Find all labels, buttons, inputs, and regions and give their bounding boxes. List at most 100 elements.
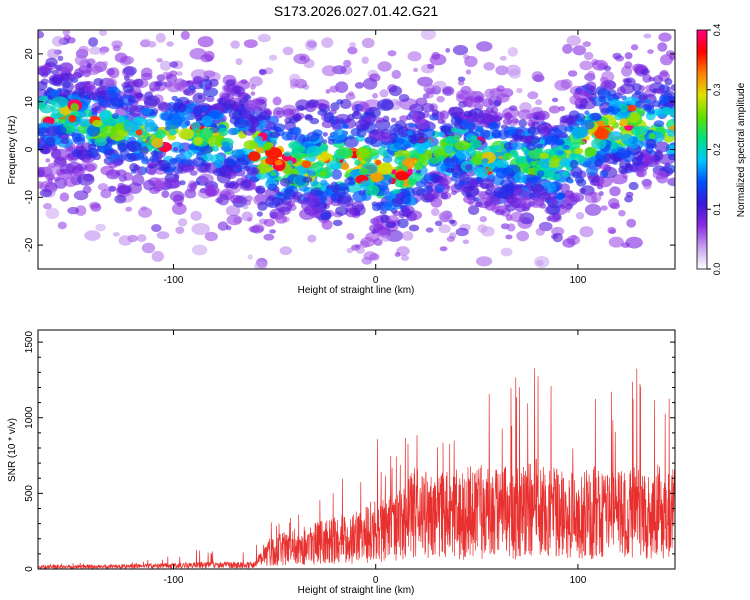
heatmap-cell bbox=[635, 107, 646, 116]
heatmap-cell bbox=[39, 144, 52, 155]
heatmap-cell bbox=[387, 50, 397, 57]
heatmap-cell bbox=[197, 36, 214, 48]
heatmap-cell bbox=[140, 108, 151, 116]
heatmap-cell bbox=[59, 163, 76, 175]
heatmap-cell bbox=[125, 206, 133, 212]
heatmap-cell bbox=[325, 89, 331, 94]
heatmap-cell bbox=[566, 35, 581, 46]
heatmap-cell bbox=[465, 69, 472, 75]
heatmap-cell bbox=[560, 78, 573, 90]
heatmap-cell bbox=[336, 99, 344, 105]
heatmap-cell bbox=[38, 101, 47, 110]
heatmap-cell bbox=[188, 85, 196, 91]
heatmap-cell bbox=[415, 180, 427, 188]
heatmap-cell bbox=[632, 63, 645, 73]
heatmap-cell bbox=[118, 175, 127, 182]
heatmap-cell bbox=[439, 177, 449, 187]
heatmap-cell bbox=[562, 238, 576, 248]
heatmap-cell bbox=[369, 173, 384, 182]
heatmap-cell bbox=[57, 55, 64, 61]
heatmap-cell bbox=[295, 145, 306, 152]
heatmap-cell bbox=[249, 76, 263, 87]
heatmap-cell bbox=[156, 58, 163, 63]
heatmap-cell bbox=[321, 219, 333, 230]
colorbar: 0.0 0.1 0.2 0.3 0.4 Normalized spectral ampl… bbox=[696, 24, 747, 275]
heatmap-cell bbox=[653, 75, 663, 84]
heatmap-cell bbox=[39, 180, 56, 192]
heatmap-cell bbox=[301, 160, 312, 169]
heatmap-cell bbox=[39, 64, 53, 74]
heatmap-cell bbox=[654, 160, 661, 166]
heatmap-cell bbox=[422, 174, 432, 182]
heatmap-cell bbox=[490, 106, 499, 114]
heatmap-cell bbox=[411, 186, 426, 196]
heatmap-cell bbox=[361, 37, 375, 49]
heatmap-cell bbox=[413, 67, 419, 73]
heatmap-cell bbox=[495, 93, 510, 103]
heatmap-cell bbox=[336, 146, 353, 158]
heatmap-cell bbox=[424, 128, 436, 138]
heatmap-cell bbox=[649, 132, 656, 140]
heatmap-cell bbox=[575, 212, 585, 220]
heatmap-cell bbox=[124, 153, 137, 163]
heatmap-cell bbox=[603, 65, 612, 72]
heatmap-cell bbox=[511, 142, 524, 150]
heatmap-cell bbox=[616, 86, 627, 96]
heatmap-cell bbox=[607, 105, 615, 112]
heatmap-cell bbox=[551, 226, 565, 236]
heatmap-cell bbox=[291, 126, 302, 136]
heatmap-cell bbox=[332, 129, 347, 141]
heatmap-cell bbox=[243, 39, 258, 48]
heatmap-cell bbox=[86, 124, 101, 137]
heatmap-cell bbox=[99, 110, 111, 121]
heatmap-cell bbox=[601, 71, 615, 83]
heatmap-cell bbox=[287, 160, 293, 165]
heatmap-cell bbox=[232, 85, 242, 94]
heatmap-cell bbox=[140, 38, 151, 47]
heatmap-cell bbox=[500, 124, 509, 130]
heatmap-cell bbox=[267, 183, 278, 191]
heatmap-cell bbox=[204, 185, 217, 197]
heatmap-cell bbox=[625, 78, 632, 84]
heatmap-cell bbox=[529, 197, 545, 209]
heatmap-cell bbox=[476, 96, 482, 102]
heatmap-cell bbox=[226, 214, 243, 226]
heatmap-cell bbox=[204, 231, 218, 242]
heatmap-cell bbox=[62, 81, 74, 93]
heatmap-cell bbox=[487, 121, 498, 130]
snr-ytick-label: 0 bbox=[24, 566, 35, 572]
heatmap-cell bbox=[205, 95, 215, 103]
heatmap-cell bbox=[441, 125, 451, 133]
snr-xlabel: Height of straight line (km) bbox=[298, 585, 415, 596]
heatmap-cell bbox=[444, 145, 454, 154]
heatmap-cell bbox=[350, 128, 361, 137]
heatmap-cell bbox=[50, 148, 62, 159]
heatmap-cell bbox=[377, 61, 392, 72]
heatmap-cell bbox=[428, 157, 441, 165]
heatmap-cell bbox=[131, 174, 145, 187]
heatmap-cell bbox=[86, 147, 100, 158]
heatmap-cell bbox=[76, 173, 95, 186]
colorbar-tick-label: 0.1 bbox=[712, 203, 722, 216]
heatmap-cell bbox=[107, 185, 117, 192]
heatmap-cell bbox=[293, 113, 302, 122]
heatmap-cell bbox=[408, 224, 420, 232]
heatmap-cell bbox=[512, 188, 529, 201]
heatmap-cell bbox=[456, 89, 470, 100]
colorbar-tick-label: 0.3 bbox=[712, 83, 722, 96]
heatmap-cell bbox=[562, 43, 573, 54]
heatmap-cell bbox=[519, 199, 532, 210]
heatmap-cell bbox=[200, 145, 214, 154]
heatmap-cell bbox=[321, 120, 334, 129]
heatmap-cell bbox=[485, 188, 492, 196]
heatmap-cell bbox=[112, 232, 120, 237]
heatmap-cell bbox=[457, 76, 466, 82]
heatmap-cell bbox=[358, 189, 366, 196]
heatmap-cell bbox=[151, 224, 162, 233]
heatmap-cell bbox=[258, 69, 267, 76]
heatmap-cell bbox=[143, 95, 160, 106]
colorbar-label: Normalized spectral amplitude bbox=[736, 82, 747, 217]
heatmap-cell bbox=[75, 163, 88, 171]
heatmap-cell bbox=[198, 173, 214, 184]
heatmap-cell bbox=[535, 143, 543, 149]
